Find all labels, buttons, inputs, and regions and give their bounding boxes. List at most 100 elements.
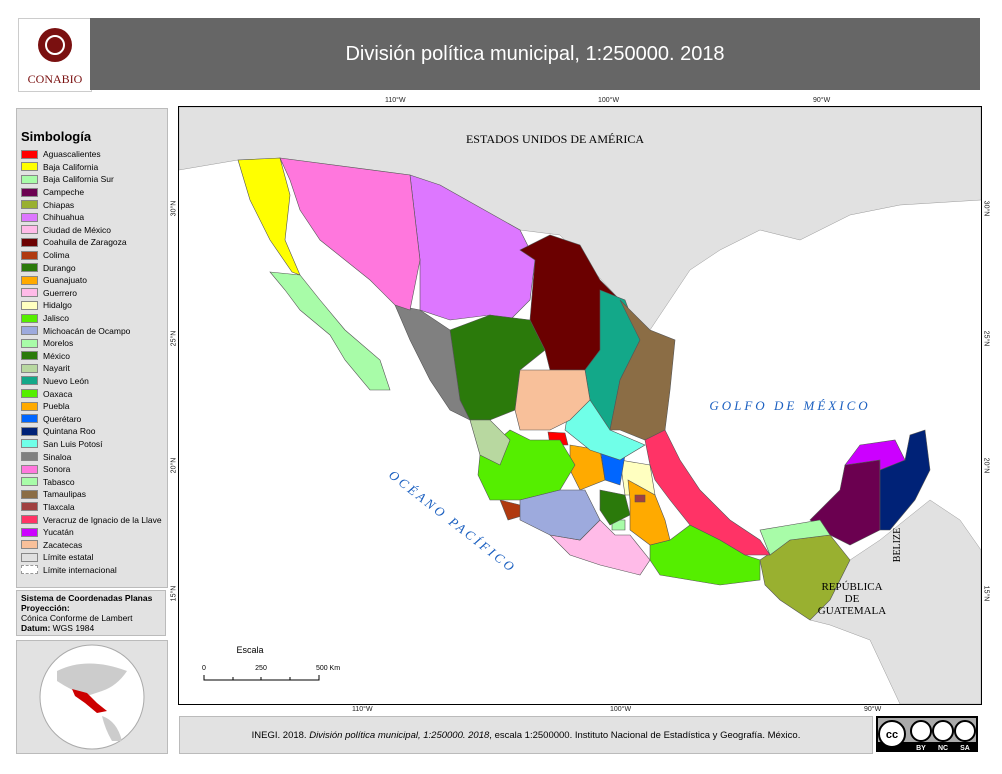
legend-label: Chihuahua xyxy=(43,212,85,223)
legend-label: Baja California Sur xyxy=(43,174,114,185)
legend-label: Tabasco xyxy=(43,476,75,487)
legend-swatch xyxy=(21,401,38,411)
gulf-label: GOLFO DE MÉXICO xyxy=(709,398,870,413)
legend-swatch xyxy=(21,452,38,462)
sa-label: SA xyxy=(960,745,970,752)
tick-bottom-90: 90°W xyxy=(864,706,882,713)
legend-item: Morelos xyxy=(21,337,167,350)
legend-swatch xyxy=(21,300,38,310)
map-frame[interactable]: ESTADOS UNIDOS DE AMÉRICA GOLFO DE MÉXIC… xyxy=(178,106,982,705)
legend-swatch xyxy=(21,313,38,323)
state-sinaloa[interactable] xyxy=(394,304,471,421)
legend-item: Nuevo León xyxy=(21,375,167,388)
legend-label: Tlaxcala xyxy=(43,501,75,512)
tick-left-15: 15°N xyxy=(170,585,178,602)
legend-label: Zacatecas xyxy=(43,539,83,550)
legend-swatch xyxy=(21,275,38,285)
legend-swatch xyxy=(21,464,38,474)
legend-label: Límite internacional xyxy=(43,564,117,575)
scale-label-500: 500 Km xyxy=(316,665,340,672)
legend-swatch xyxy=(21,515,38,525)
legend-swatch xyxy=(21,489,38,499)
belize-label: BELIZE xyxy=(892,528,903,562)
legend-swatch xyxy=(21,288,38,298)
creative-commons-icon[interactable]: cc BY NC SA xyxy=(876,716,978,752)
legend-title: Simbología xyxy=(21,129,92,144)
legend-item: Baja California Sur xyxy=(21,173,167,186)
legend-item: Sonora xyxy=(21,463,167,476)
state-zacatecas[interactable] xyxy=(514,369,591,431)
datum-label: Datum: xyxy=(21,623,51,633)
legend-swatch xyxy=(21,527,38,537)
legend-swatch xyxy=(21,225,38,235)
legend-item: Durango xyxy=(21,261,167,274)
legend-item: Límite internacional xyxy=(21,564,167,577)
legend-label: Quintana Roo xyxy=(43,426,96,437)
state-yucatan[interactable] xyxy=(844,439,906,471)
legend-label: Guerrero xyxy=(43,287,78,298)
citation-post: , escala 1:2500000. Instituto Nacional d… xyxy=(489,729,801,741)
tick-left-30: 30°N xyxy=(170,200,178,217)
state-tlaxcala[interactable] xyxy=(634,494,646,503)
legend-swatch xyxy=(21,426,38,436)
legend-label: Sinaloa xyxy=(43,451,72,462)
legend-label: Jalisco xyxy=(43,313,69,324)
legend-swatch xyxy=(21,237,38,247)
legend-item: Aguascalientes xyxy=(21,148,167,161)
nc-label: NC xyxy=(938,745,948,752)
legend-label: Ciudad de México xyxy=(43,224,112,235)
state-veracruz-de-ignacio-de-la-llave[interactable] xyxy=(644,429,771,556)
state-michoacan-de-ocampo[interactable] xyxy=(519,489,601,541)
legend-item: Michoacán de Ocampo xyxy=(21,324,167,337)
state-sonora[interactable] xyxy=(279,157,421,311)
legend-item: Hidalgo xyxy=(21,299,167,312)
legend: Simbología Aguascalientes Baja California… xyxy=(16,108,168,588)
state-san-luis-potosi[interactable] xyxy=(564,399,646,461)
legend-swatch xyxy=(21,212,38,222)
conabio-logo: CONABIO xyxy=(18,18,92,92)
legend-label: Campeche xyxy=(43,187,85,198)
legend-swatch xyxy=(21,363,38,373)
legend-swatch xyxy=(21,477,38,487)
legend-item: Querétaro xyxy=(21,412,167,425)
legend-label: Durango xyxy=(43,262,76,273)
legend-item: Chihuahua xyxy=(21,211,167,224)
legend-label: Tamaulipas xyxy=(43,489,86,500)
svg-text:cc: cc xyxy=(886,729,898,741)
state-nayarit[interactable] xyxy=(469,419,511,466)
by-label: BY xyxy=(916,745,926,752)
tick-left-20: 20°N xyxy=(170,457,178,474)
legend-swatch xyxy=(21,565,38,575)
projection-value: Cónica Conforme de Lambert xyxy=(21,613,133,623)
state-mexico[interactable] xyxy=(599,489,631,526)
legend-label: Aguascalientes xyxy=(43,149,101,160)
legend-item: Nayarit xyxy=(21,362,167,375)
legend-swatch xyxy=(21,540,38,550)
legend-label: Querétaro xyxy=(43,413,82,424)
state-oaxaca[interactable] xyxy=(649,524,761,586)
legend-label: Baja California xyxy=(43,161,99,172)
legend-item: Coahuila de Zaragoza xyxy=(21,236,167,249)
legend-label: San Luis Potosí xyxy=(43,438,103,449)
legend-item: Chiapas xyxy=(21,198,167,211)
projection-label: Proyección: xyxy=(21,603,70,613)
legend-swatch xyxy=(21,263,38,273)
legend-swatch xyxy=(21,389,38,399)
legend-label: Puebla xyxy=(43,401,70,412)
state-baja-california-sur[interactable] xyxy=(269,271,391,391)
guatemala-label-1: REPÚBLICA xyxy=(821,581,882,593)
legend-item: Campeche xyxy=(21,186,167,199)
datum-value: WGS 1984 xyxy=(52,623,95,633)
tick-right-30: 30°N xyxy=(982,200,990,217)
guatemala-label-2: DE xyxy=(845,593,860,605)
scale-bar xyxy=(203,675,320,681)
legend-swatch xyxy=(21,414,38,424)
tick-bottom-100: 100°W xyxy=(610,706,632,713)
legend-item: Quintana Roo xyxy=(21,425,167,438)
state-quintana-roo[interactable] xyxy=(879,429,931,531)
legend-label: Chiapas xyxy=(43,199,75,210)
legend-item: México xyxy=(21,350,167,363)
legend-label: Michoacán de Ocampo xyxy=(43,325,131,336)
tick-top-90: 90°W xyxy=(813,97,831,104)
legend-label: Veracruz de Ignacio de la Llave xyxy=(43,514,162,525)
